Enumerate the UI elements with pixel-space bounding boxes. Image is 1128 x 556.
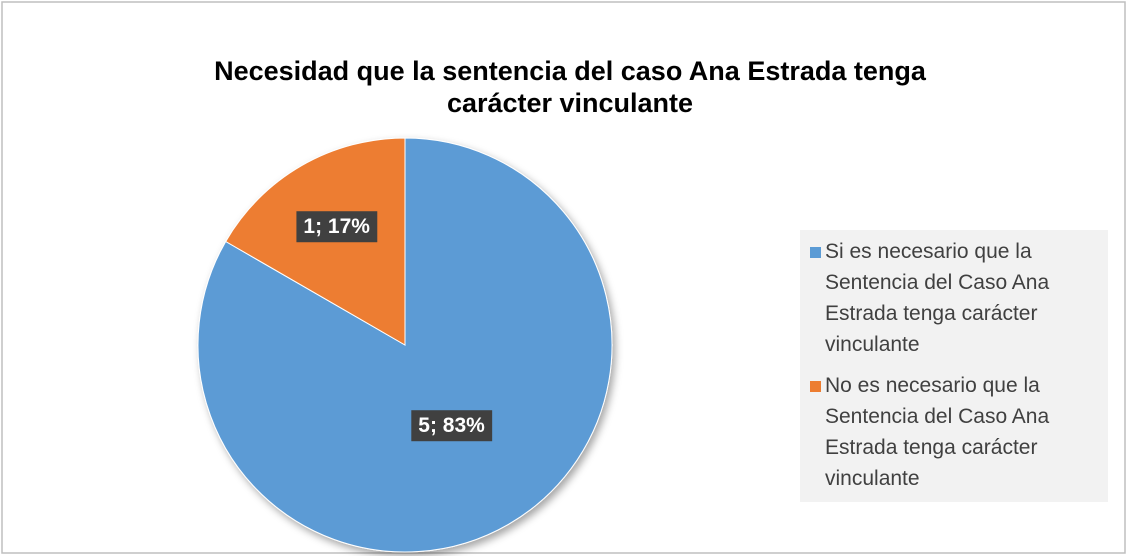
legend-label: Si es necesario que la Sentencia del Cas… bbox=[825, 240, 1050, 356]
chart-title: Necesidad que la sentencia del caso Ana … bbox=[214, 56, 927, 118]
legend-item: Si es necesario que la Sentencia del Cas… bbox=[810, 236, 1108, 360]
pie-slice bbox=[197, 137, 613, 553]
pie bbox=[197, 137, 613, 553]
legend-item: No es necesario que la Sentencia del Cas… bbox=[810, 370, 1108, 494]
legend: Si es necesario que la Sentencia del Cas… bbox=[800, 230, 1108, 502]
data-label: 1; 17% bbox=[303, 215, 370, 238]
legend-swatch bbox=[810, 247, 821, 258]
data-label-box bbox=[296, 211, 378, 243]
legend-label: No es necesario que la Sentencia del Cas… bbox=[825, 374, 1050, 490]
data-label-box bbox=[411, 410, 493, 442]
data-label: 5; 83% bbox=[418, 414, 485, 437]
legend-swatch bbox=[810, 381, 821, 392]
